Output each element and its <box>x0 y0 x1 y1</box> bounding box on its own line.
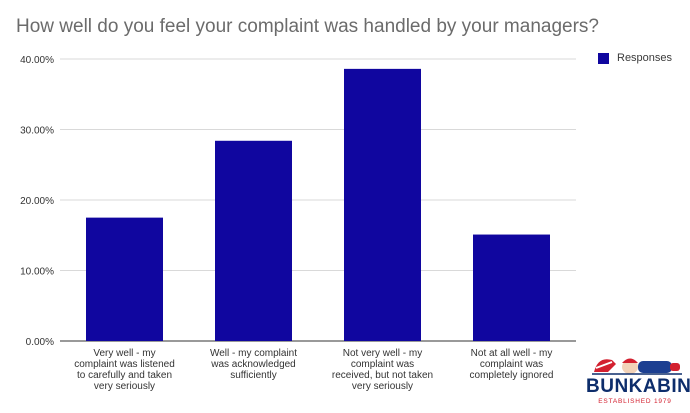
y-tick-label: 40.00% <box>20 55 54 66</box>
mascot-icon <box>592 358 682 375</box>
legend: Responses <box>598 52 672 64</box>
x-tick-label: Very well - my complaint was listened to c… <box>74 348 175 392</box>
bunkabin-logo: BUNKABIN ESTABLISHED 1979 <box>586 350 690 408</box>
y-tick-label: 30.00% <box>20 126 54 137</box>
bar <box>473 234 550 341</box>
y-tick-label: 20.00% <box>20 196 54 207</box>
bar <box>344 68 421 342</box>
y-tick-label: 10.00% <box>20 267 54 278</box>
legend-swatch <box>598 52 609 64</box>
x-tick-label: Not at all well - my complaint was complet… <box>470 348 554 381</box>
x-tick-label: Well - my complaint was acknowledged suffi… <box>210 348 297 381</box>
brand-tagline: ESTABLISHED 1979 <box>598 398 672 405</box>
x-tick-label: Not very well - my complaint was received,… <box>332 348 433 392</box>
chart-title: How well do you feel your complaint was … <box>16 16 599 37</box>
brand-name: BUNKABIN <box>586 376 690 397</box>
bar <box>215 140 292 341</box>
bar <box>86 217 163 341</box>
legend-label: Responses <box>617 52 673 64</box>
y-tick-label: 0.00% <box>26 337 54 348</box>
